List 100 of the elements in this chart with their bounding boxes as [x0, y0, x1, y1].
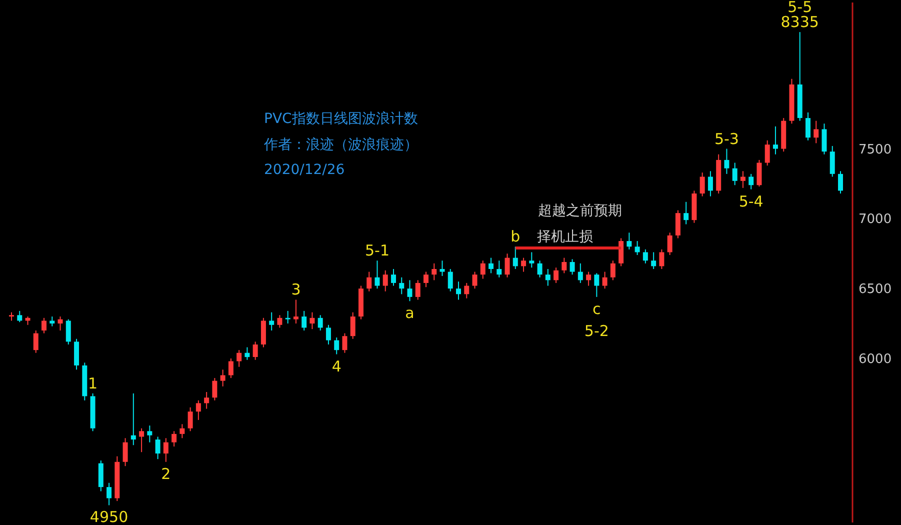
annotation: 2020/12/26: [264, 162, 345, 178]
candlestick: [651, 252, 656, 270]
y-tick-label: 7500: [858, 142, 892, 158]
candlestick: [350, 312, 356, 340]
candlestick: [130, 392, 136, 446]
annotation: 择机止损: [537, 229, 593, 245]
text: 作者：浪迹（波浪痕迹）: [263, 137, 418, 153]
candlestick: [204, 392, 210, 410]
candlestick: [512, 246, 518, 270]
candlestick: [326, 324, 331, 345]
candlestick: [334, 336, 340, 355]
candlestick: [496, 260, 502, 278]
annotation: a: [405, 304, 414, 322]
candlestick: [554, 267, 559, 284]
annotation: 5-3: [714, 130, 739, 148]
candlestick: [366, 271, 372, 292]
candlestick: [724, 148, 730, 174]
candlestick: [634, 240, 640, 256]
candlestick: [58, 316, 63, 331]
candlestick: [399, 276, 404, 295]
annotation: 5-4: [738, 192, 764, 210]
annotation: c: [592, 300, 601, 318]
candlestick: [814, 120, 819, 144]
candlestick: [529, 252, 534, 268]
candlestick: [342, 332, 348, 354]
candlestick: [684, 201, 689, 225]
candlestick: [488, 257, 494, 274]
candlestick: [480, 260, 486, 280]
candlestick: [106, 482, 112, 506]
candlestick: [732, 162, 738, 186]
candlestick: [464, 282, 470, 299]
candlestick: [277, 314, 282, 328]
candlestick: [545, 268, 550, 286]
y-tick-label: 6000: [858, 352, 892, 367]
candlestick: [570, 258, 575, 276]
candlestick: [318, 314, 323, 331]
candlestick: [764, 140, 770, 166]
candlestick: [50, 316, 55, 327]
annotation: 1: [88, 374, 98, 392]
candlestick: [659, 248, 664, 270]
candlestick: [504, 253, 510, 278]
candlestick: [578, 262, 583, 284]
annotation: b: [510, 228, 520, 246]
candlestick: [122, 438, 128, 467]
annotation: 3: [291, 280, 301, 299]
candlestick: [33, 330, 38, 354]
candlestick: [675, 210, 680, 239]
candlestick: [147, 425, 152, 443]
candlestick: [374, 260, 380, 290]
candlestick: [700, 172, 705, 197]
candlestick: [310, 312, 315, 330]
candlestick: [424, 271, 428, 288]
candlestick: [772, 126, 778, 155]
candlestick: [220, 369, 226, 387]
candlestick: [74, 338, 80, 370]
candlestick: [456, 281, 462, 300]
annotation: 4950: [90, 508, 128, 525]
candlestick: [708, 170, 713, 197]
candlestick: [610, 260, 616, 281]
candlestick: [432, 262, 437, 281]
candlestick: [838, 170, 843, 194]
candlestick: [17, 310, 22, 323]
candlestick: [293, 299, 298, 324]
candlestick: [228, 358, 234, 379]
candlestick: [212, 378, 218, 401]
candlestick: [521, 257, 526, 272]
candlestick: [302, 310, 307, 331]
annotation: 4: [332, 357, 342, 376]
candlestick: [618, 238, 624, 267]
candlestick: [537, 260, 542, 278]
candlestick: [236, 350, 242, 368]
candlestick: [252, 341, 258, 360]
candlestick: [196, 400, 201, 420]
candlestick: [407, 280, 412, 302]
y-tick-label: 7000: [858, 212, 892, 228]
candlestick: [642, 248, 648, 264]
candlestick: [562, 257, 567, 274]
candlestick: [448, 268, 453, 292]
candlestick: [602, 271, 608, 290]
candlestick: [440, 260, 445, 276]
candlestick: [285, 310, 290, 324]
candlestick: [172, 430, 177, 448]
candlestick: [163, 438, 168, 462]
candlestick: [66, 318, 71, 345]
annotation: 5-1: [364, 242, 390, 260]
candlestick: [244, 346, 250, 360]
annotation: 超越之前预期: [538, 203, 622, 219]
candlestick: [139, 428, 144, 453]
candlestick: [155, 436, 160, 460]
candlestick: [740, 170, 746, 188]
candlestick: [472, 271, 478, 290]
candlestick: [756, 159, 762, 188]
text: PVC指数日线图波浪计数: [264, 111, 418, 127]
candlestick: [269, 312, 274, 331]
candlestick: [180, 424, 185, 439]
candlestick: [415, 280, 420, 300]
candlestick: [188, 406, 193, 432]
candlestick: [626, 232, 632, 250]
candlestick: [822, 123, 827, 155]
candlestick: [260, 317, 266, 348]
